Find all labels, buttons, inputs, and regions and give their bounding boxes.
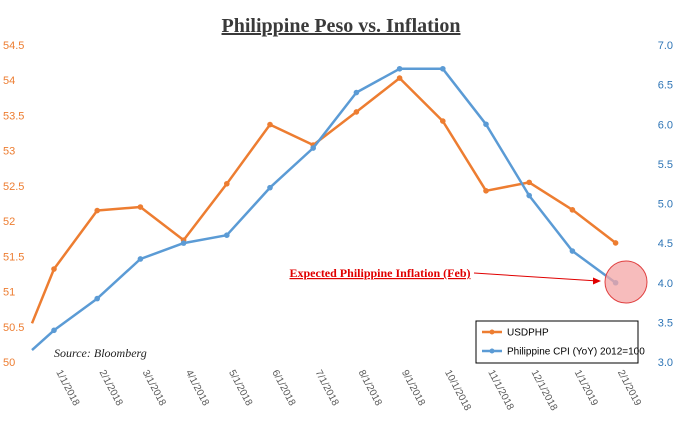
data-point-cpi (94, 295, 100, 302)
data-point-cpi (267, 184, 273, 191)
data-point-cpi (310, 145, 317, 151)
data-point-usdphp (483, 188, 489, 194)
x-axis-tick-label: 12/1/2018 (529, 368, 560, 413)
x-axis-tick-label: 8/1/2018 (356, 368, 384, 408)
data-point-cpi (569, 248, 576, 254)
left-axis-tick-label: 54 (3, 75, 15, 87)
left-axis-tick-label: 52 (3, 216, 15, 228)
x-axis-tick-label: 3/1/2018 (140, 368, 168, 408)
right-axis-tick-label: 5.0 (658, 199, 673, 211)
x-axis-tick-label: 11/1/2018 (485, 368, 515, 412)
left-axis-tick-label: 52.5 (3, 181, 24, 193)
x-axis-tick-label: 7/1/2018 (313, 368, 341, 408)
data-point-usdphp (51, 266, 57, 272)
series-layer (30, 65, 619, 352)
x-axis-tick-label: 6/1/2018 (269, 368, 297, 408)
right-axis-tick-label: 7.0 (658, 40, 673, 52)
source-note: Source: Bloomberg (54, 346, 147, 360)
annotation: Expected Philippine Inflation (Feb) (289, 260, 648, 304)
x-axis-tick-label: 4/1/2018 (183, 368, 211, 408)
data-point-cpi (483, 121, 489, 128)
data-point-usdphp (612, 240, 619, 246)
legend-marker-usdphp (489, 329, 495, 335)
data-point-usdphp (440, 118, 446, 124)
x-axis-tick-label: 2/1/2018 (97, 368, 125, 408)
left-axis: 50 50.5 51 51.5 52 52.5 53 53.5 54 54.5 (3, 40, 24, 369)
annotation-text: Expected Philippine Inflation (Feb) (289, 266, 470, 280)
x-axis-tick-label: 1/1/2018 (53, 368, 81, 408)
right-axis-tick-label: 5.5 (658, 159, 673, 171)
x-axis: 1/1/2018 2/1/2018 3/1/2018 4/1/2018 5/1/2018… (53, 368, 643, 413)
data-point-cpi (137, 256, 144, 262)
left-axis-tick-label: 50.5 (3, 322, 24, 334)
data-point-usdphp (224, 180, 230, 187)
right-axis-tick-label: 4.0 (658, 278, 673, 290)
x-axis-tick-label: 1/1/2019 (572, 368, 600, 408)
x-axis-tick-label: 5/1/2018 (226, 368, 254, 408)
left-axis-tick-label: 53.5 (3, 110, 24, 122)
right-axis: 3.0 3.5 4.0 4.5 5.0 5.5 6.0 6.5 7.0 (658, 40, 673, 369)
annotation-arrow-line (473, 272, 599, 282)
chart-title: Philippine Peso vs. Inflation (222, 15, 461, 37)
series-line-usdphp (30, 76, 617, 324)
right-axis-tick-label: 6.0 (658, 119, 673, 131)
left-axis-tick-label: 53 (3, 146, 15, 158)
right-axis-tick-label: 4.5 (658, 238, 673, 250)
left-axis-tick-label: 54.5 (3, 40, 24, 52)
highlight-circle (604, 260, 648, 304)
legend-label-cpi: Philippine CPI (YoY) 2012=100 (507, 347, 645, 358)
left-axis-tick-label: 51.5 (3, 251, 24, 263)
right-axis-tick-label: 3.0 (658, 357, 673, 369)
legend-label-usdphp: USDPHP (507, 328, 549, 339)
data-point-cpi (224, 232, 230, 238)
data-point-usdphp (526, 179, 532, 186)
left-axis-tick-label: 50 (3, 357, 15, 369)
data-point-usdphp (396, 75, 403, 81)
data-point-cpi (180, 240, 187, 246)
right-axis-tick-label: 6.5 (658, 80, 673, 92)
x-axis-tick-label: 9/1/2018 (399, 368, 427, 408)
x-axis-tick-label: 10/1/2018 (442, 368, 473, 413)
annotation-arrowhead (593, 277, 601, 285)
x-axis-tick-label: 2/1/2019 (615, 368, 643, 408)
data-point-cpi (526, 192, 532, 199)
data-point-usdphp (353, 109, 360, 115)
legend-marker-cpi (489, 348, 495, 354)
data-point-cpi (396, 65, 403, 72)
data-point-usdphp (94, 207, 100, 214)
data-point-cpi (440, 65, 446, 72)
data-point-cpi (353, 89, 360, 96)
legend-box (475, 320, 639, 364)
right-axis-tick-label: 3.5 (658, 317, 673, 329)
data-point-cpi (51, 327, 57, 334)
data-point-usdphp (569, 207, 576, 213)
data-point-usdphp (137, 204, 144, 210)
legend: USDPHP Philippine CPI (YoY) 2012=100 (475, 320, 645, 364)
left-axis-tick-label: 51 (3, 287, 15, 299)
data-point-usdphp (267, 121, 273, 128)
